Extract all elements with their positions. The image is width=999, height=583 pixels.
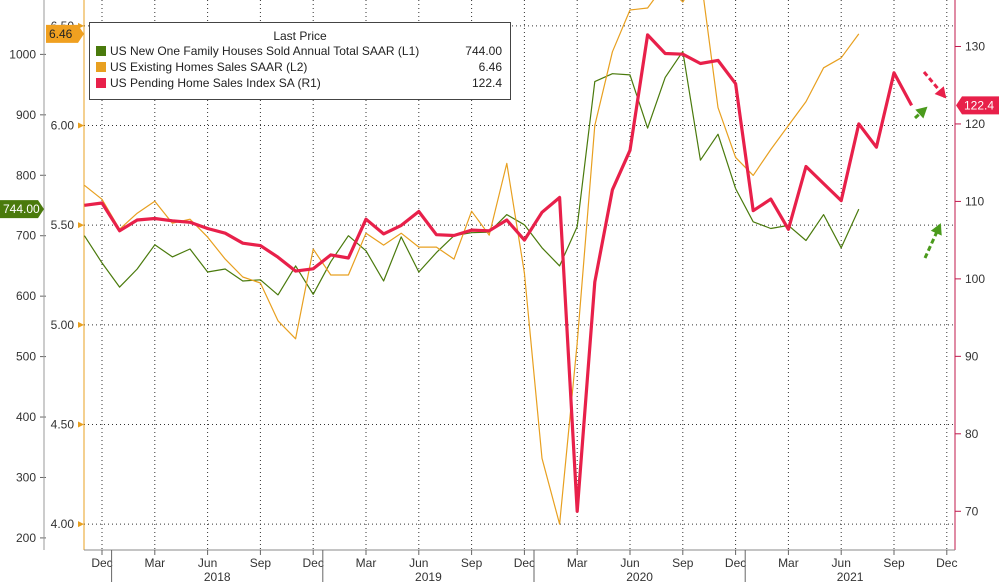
legend-swatch (96, 78, 106, 88)
x-tick-label: Dec (303, 556, 324, 570)
x-tick-label: Jun (620, 556, 639, 570)
r1-tick-label: 120 (965, 117, 985, 131)
l2-last-tag: 6.46 (46, 24, 84, 43)
year-label: 2019 (415, 570, 442, 583)
legend-value: 6.46 (478, 60, 502, 74)
l1-last-tag: 744.00 (0, 200, 44, 219)
l2-tick-mark (78, 122, 84, 129)
x-tick-label: Jun (409, 556, 428, 570)
series-line-l1 (83, 50, 860, 296)
arrow-red (922, 71, 947, 99)
trend-arrows (913, 71, 947, 259)
x-tick-label: Sep (883, 556, 905, 570)
legend-entry-l2: US Existing Homes Sales SAAR (L2) 6.46 (90, 59, 510, 75)
r1-tick-label: 110 (965, 194, 984, 208)
l2-tick-label: 4.50 (51, 417, 75, 431)
arrow-head (930, 223, 942, 236)
l2-tick-mark (78, 222, 84, 229)
tag-shape (46, 24, 84, 43)
legend-value: 122.4 (471, 76, 502, 90)
l1-tick-label: 800 (16, 168, 36, 182)
x-axis: Dec Mar Jun Sep Dec Mar Jun Sep Dec Mar Jun Sep Dec M… (91, 550, 957, 583)
year-label: 2020 (626, 570, 653, 583)
tag-text: 744.00 (3, 202, 40, 216)
l2-tick-mark (78, 521, 84, 528)
tag-shape (0, 200, 44, 219)
x-tick-label: Dec (725, 556, 746, 570)
l2-tick-label: 4.00 (51, 517, 75, 531)
arrow-green-upper (913, 106, 928, 120)
year-label: 2021 (837, 570, 864, 583)
legend-label: US Pending Home Sales Index SA (R1) (110, 76, 321, 90)
x-tick-label: Sep (672, 556, 694, 570)
r1-tick-label: 100 (965, 272, 985, 286)
legend-label: US New One Family Houses Sold Annual Tot… (110, 44, 420, 58)
x-tick-label: Mar (356, 556, 377, 570)
arrow-shaft (923, 224, 942, 259)
legend-entry-l1: US New One Family Houses Sold Annual Tot… (90, 43, 510, 59)
legend-swatch (96, 62, 106, 72)
l1-tick-label: 1000 (9, 47, 36, 61)
legend: Last Price US New One Family Houses Sold… (89, 22, 511, 100)
x-tick-label: Sep (461, 556, 483, 570)
legend-entry-r1: US Pending Home Sales Index SA (R1) 122.… (90, 75, 510, 91)
legend-swatch (96, 46, 106, 56)
l2-tick-label: 6.00 (51, 119, 75, 133)
l2-tick-label: 5.00 (51, 318, 75, 332)
legend-header: Last Price (273, 29, 327, 43)
l2-tick-mark (78, 321, 84, 328)
r1-tick-label: 90 (965, 349, 979, 363)
tag-text: 6.46 (49, 27, 73, 41)
l1-tick-label: 300 (16, 470, 36, 484)
x-tick-label: Mar (144, 556, 165, 570)
r1-tick-label: 70 (965, 504, 979, 518)
tag-shape (956, 96, 999, 115)
l1-tick-label: 600 (16, 289, 36, 303)
arrow-head (915, 106, 928, 119)
series-line-l2 (84, 0, 860, 525)
series-layer (83, 0, 914, 525)
arrow-head (934, 86, 947, 99)
l1-tick-label: 400 (16, 410, 36, 424)
r1-tick-label: 130 (965, 39, 985, 53)
year-label: 2018 (204, 570, 231, 583)
x-tick-label: Jun (832, 556, 851, 570)
tag-text: 122.4 (964, 98, 994, 112)
x-tick-label: Sep (250, 556, 272, 570)
x-tick-label: Dec (936, 556, 957, 570)
l1-tick-label: 500 (16, 350, 36, 364)
legend-value: 744.00 (465, 44, 502, 58)
x-tick-label: Mar (778, 556, 799, 570)
legend-label: US Existing Homes Sales SAAR (L2) (110, 60, 308, 74)
r1-last-tag: 122.4 (956, 96, 999, 115)
l1-tick-label: 900 (16, 108, 36, 122)
l1-tick-label: 200 (16, 531, 36, 545)
x-tick-label: Jun (198, 556, 217, 570)
axes: 200 300 400 500 600 700 800 900 1000 4.00 4.50 5.00… (0, 0, 999, 551)
l2-tick-mark (78, 421, 84, 428)
x-tick-label: Dec (514, 556, 535, 570)
x-tick-label: Dec (91, 556, 112, 570)
series-line-r1 (84, 33, 914, 513)
arrow-green-lower (923, 223, 942, 259)
r1-tick-label: 80 (965, 427, 979, 441)
x-tick-label: Mar (567, 556, 588, 570)
l2-tick-label: 5.50 (51, 218, 75, 232)
l1-tick-label: 700 (16, 229, 36, 243)
